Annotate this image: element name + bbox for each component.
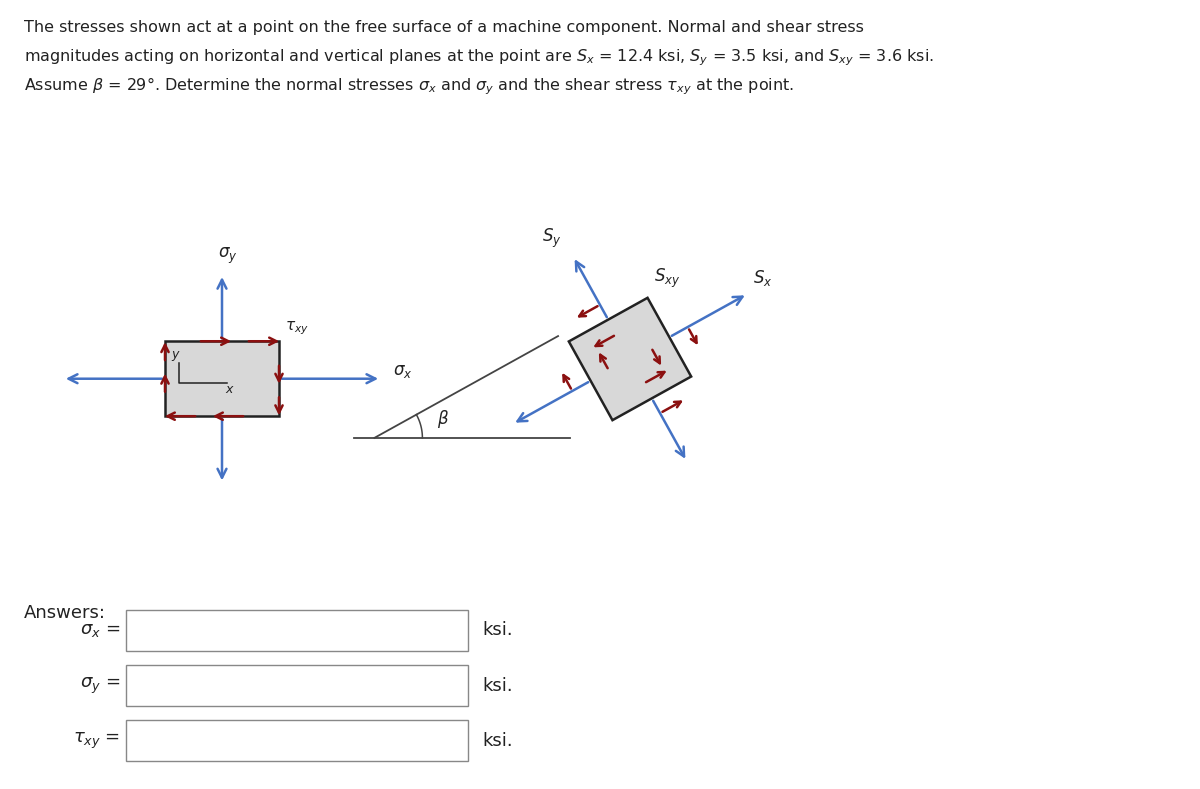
Text: $\sigma_x$: $\sigma_x$ (394, 362, 413, 380)
Text: ksi.: ksi. (482, 622, 514, 639)
Text: $\tau_{xy}$ =: $\tau_{xy}$ = (73, 731, 120, 751)
Polygon shape (569, 297, 691, 421)
Text: Answers:: Answers: (24, 604, 106, 622)
Bar (126, 665, 468, 706)
Bar (126, 720, 468, 761)
Text: $S_y$: $S_y$ (541, 227, 562, 250)
Bar (126, 610, 468, 651)
Bar (166, 341, 278, 417)
Text: y: y (172, 349, 179, 361)
Text: x: x (226, 383, 233, 395)
Text: ksi.: ksi. (482, 677, 514, 694)
Text: $\sigma_y$ =: $\sigma_y$ = (79, 675, 120, 696)
Text: ksi.: ksi. (482, 732, 514, 750)
Text: $S_x$: $S_x$ (754, 267, 773, 288)
Text: Assume $\beta$ = 29°. Determine the normal stresses $\sigma_x$ and $\sigma_y$ an: Assume $\beta$ = 29°. Determine the norm… (24, 75, 794, 96)
Text: The stresses shown act at a point on the free surface of a machine component. No: The stresses shown act at a point on the… (24, 20, 864, 35)
Text: $S_{xy}$: $S_{xy}$ (654, 267, 680, 290)
Text: magnitudes acting on horizontal and vertical planes at the point are $S_x$ = 12.: magnitudes acting on horizontal and vert… (24, 47, 934, 68)
Text: $\sigma_x$ =: $\sigma_x$ = (79, 622, 120, 639)
Text: $\sigma_y$: $\sigma_y$ (218, 246, 238, 267)
Text: $\beta$: $\beta$ (437, 408, 449, 430)
Text: $\tau_{xy}$: $\tau_{xy}$ (286, 320, 308, 338)
